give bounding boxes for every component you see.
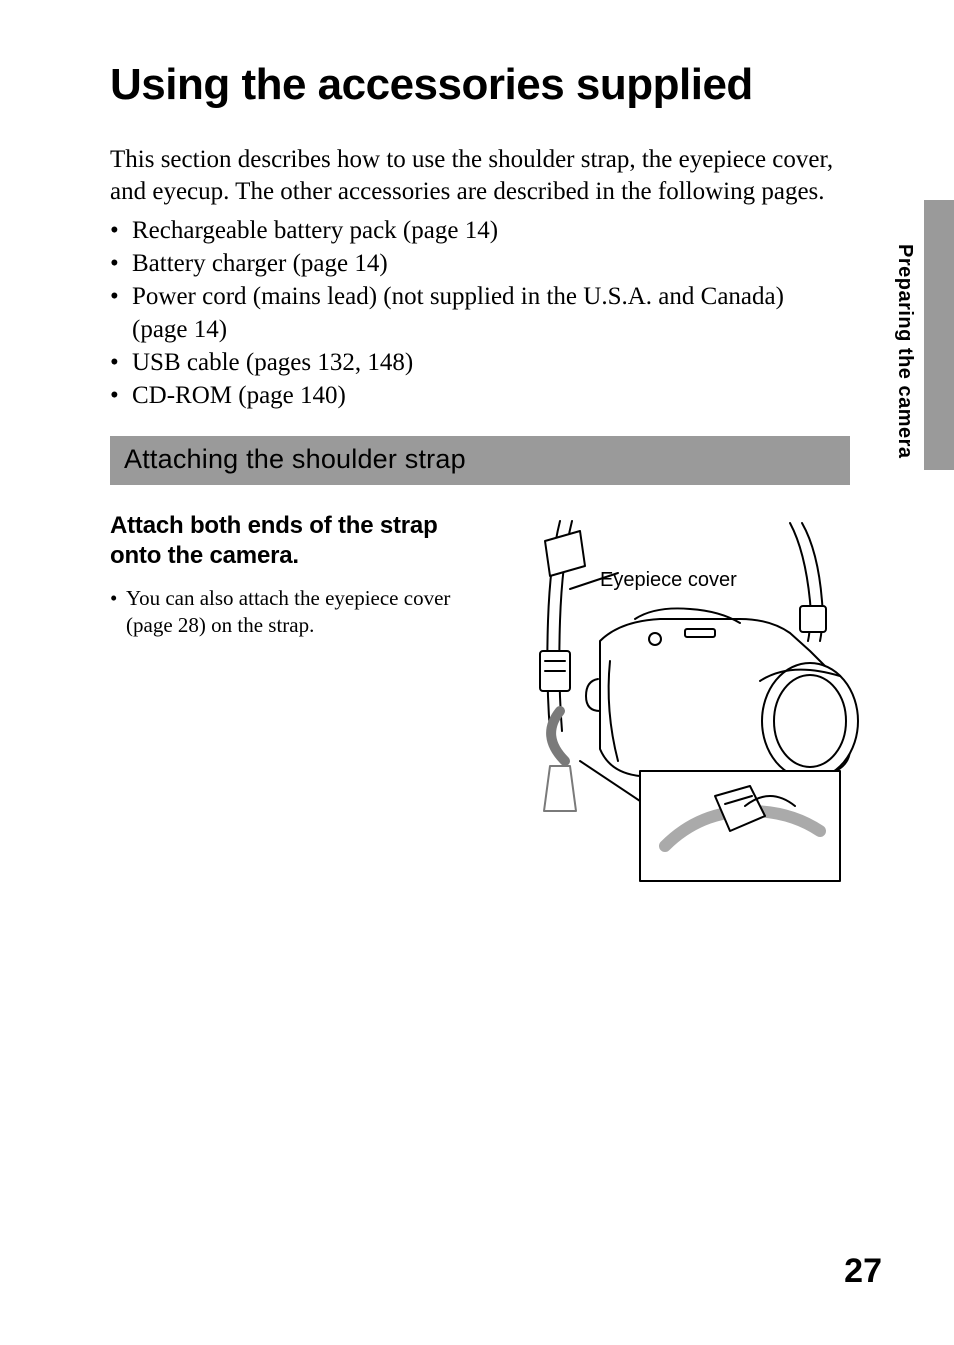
figure-callout-label: Eyepiece cover (600, 569, 737, 592)
instruction-column: Attach both ends of the strap onto the c… (110, 511, 470, 640)
bullet-item: CD-ROM (page 140) (110, 379, 840, 412)
bullet-item: USB cable (pages 132, 148) (110, 346, 840, 379)
manual-page: Using the accessories supplied This sect… (0, 0, 954, 1345)
chapter-tab (924, 200, 954, 470)
section-heading-bar: Attaching the shoulder strap (110, 436, 850, 485)
bullet-item: Rechargeable battery pack (page 14) (110, 214, 840, 247)
page-number: 27 (844, 1252, 882, 1291)
content-columns: Attach both ends of the strap onto the c… (110, 511, 870, 891)
intro-paragraph: This section describes how to use the sh… (110, 144, 840, 208)
page-title: Using the accessories supplied (110, 60, 884, 110)
step-note-list: You can also attach the eyepiece cover (… (110, 585, 470, 640)
accessory-bullet-list: Rechargeable battery pack (page 14) Batt… (110, 214, 840, 412)
step-note: You can also attach the eyepiece cover (… (110, 585, 470, 640)
bullet-item: Power cord (mains lead) (not supplied in… (110, 280, 840, 346)
camera-illustration (490, 511, 870, 891)
step-heading: Attach both ends of the strap onto the c… (110, 511, 470, 571)
bullet-item: Battery charger (page 14) (110, 247, 840, 280)
strap-figure: Eyepiece cover (490, 511, 870, 891)
chapter-tab-label: Preparing the camera (893, 244, 916, 459)
